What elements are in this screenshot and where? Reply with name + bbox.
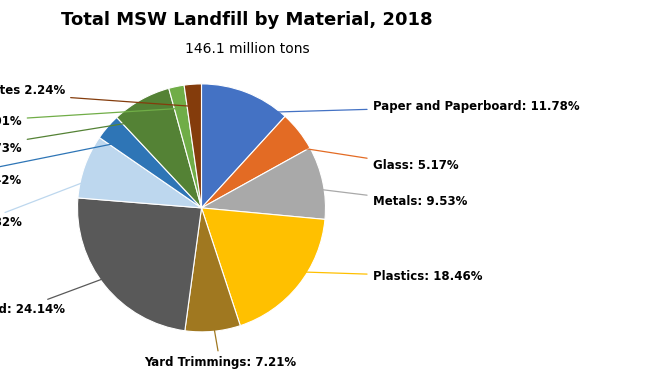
Wedge shape <box>77 198 202 331</box>
Wedge shape <box>78 138 202 208</box>
Text: Total MSW Landfill by Material, 2018: Total MSW Landfill by Material, 2018 <box>61 11 433 29</box>
Wedge shape <box>202 148 326 219</box>
Text: Textiles: 7.73%: Textiles: 7.73% <box>0 119 150 155</box>
Text: Yard Trimmings: 7.21%: Yard Trimmings: 7.21% <box>144 312 296 369</box>
Text: Food: 24.14%: Food: 24.14% <box>0 273 120 316</box>
Wedge shape <box>169 85 202 208</box>
Wedge shape <box>202 84 285 208</box>
Wedge shape <box>202 116 310 208</box>
Text: Paper and Paperboard: 11.78%: Paper and Paperboard: 11.78% <box>241 100 579 113</box>
Wedge shape <box>185 208 240 332</box>
Wedge shape <box>184 84 202 208</box>
Text: Plastics: 18.46%: Plastics: 18.46% <box>284 270 482 283</box>
Text: Misc. Inorganic Wastes 2.24%: Misc. Inorganic Wastes 2.24% <box>0 84 192 106</box>
Text: Other: 2.01%: Other: 2.01% <box>0 108 178 128</box>
Text: Metals: 9.53%: Metals: 9.53% <box>304 187 467 208</box>
Text: 146.1 million tons: 146.1 million tons <box>185 42 309 56</box>
Text: Rubber and Leather: 3.42%: Rubber and Leather: 3.42% <box>0 142 122 187</box>
Text: Wood: 8.32%: Wood: 8.32% <box>0 175 103 229</box>
Wedge shape <box>202 208 325 326</box>
Text: Glass: 5.17%: Glass: 5.17% <box>284 145 458 172</box>
Wedge shape <box>99 118 202 208</box>
Wedge shape <box>117 88 202 208</box>
